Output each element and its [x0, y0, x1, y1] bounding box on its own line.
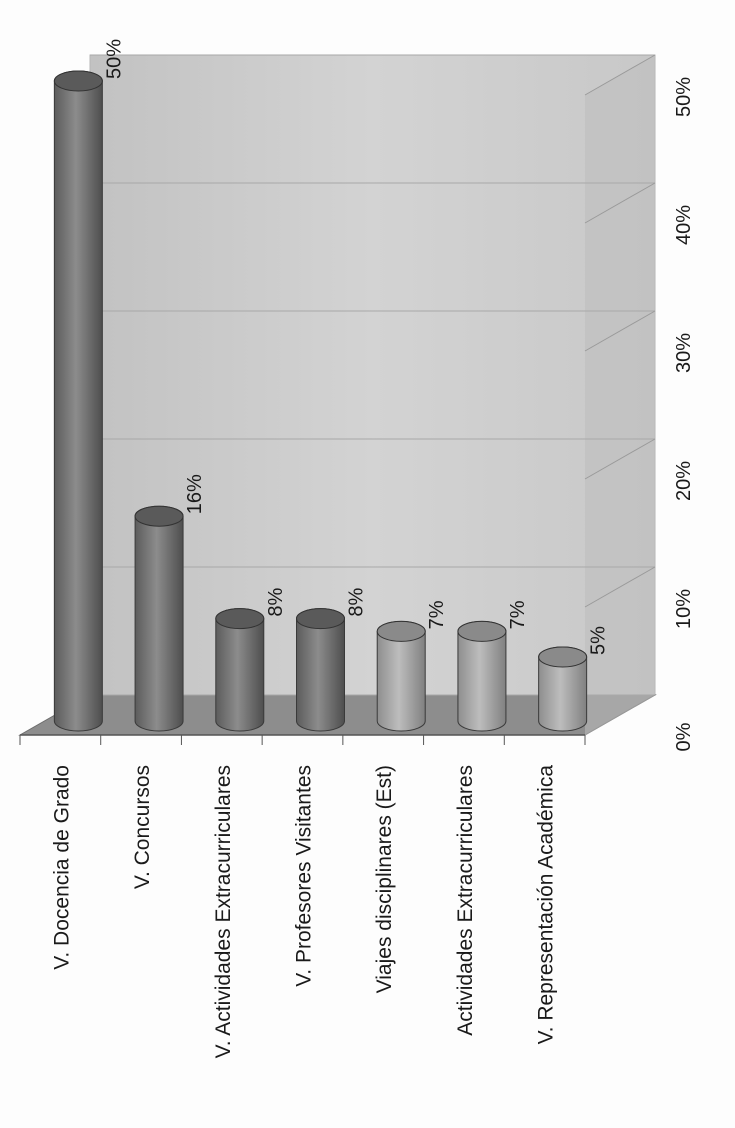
value-tick-label: 0%	[673, 722, 695, 751]
gridline-depth	[584, 438, 656, 480]
bar	[457, 620, 507, 732]
gridline-depth	[584, 566, 656, 608]
bar	[538, 646, 588, 732]
bar-cap	[457, 620, 507, 642]
side-wall	[585, 55, 655, 735]
bar-cap	[376, 620, 426, 642]
gridline-depth	[584, 182, 656, 224]
category-label: V. Concursos	[131, 765, 154, 889]
value-tick-label: 50%	[673, 77, 695, 117]
bar	[215, 608, 265, 732]
data-label: 8%	[346, 587, 368, 616]
bar-cap	[296, 608, 345, 630]
gridline-depth	[584, 54, 656, 96]
category-label: Viajes disciplinares (Est)	[373, 765, 396, 993]
data-label: 7%	[507, 600, 529, 629]
category-label: V. Docencia de Grado	[50, 765, 73, 970]
value-tick-label: 30%	[673, 333, 695, 373]
value-tick-label: 20%	[673, 461, 695, 501]
bar	[53, 70, 103, 732]
bar-cap	[215, 608, 265, 630]
category-label: V. Actividades Extracurriculares	[212, 765, 235, 1058]
category-label: V. Profesores Visitantes	[293, 765, 316, 987]
category-label: Actividades Extracurriculares	[454, 765, 477, 1036]
bar-cap	[134, 505, 184, 527]
value-tick-label: 40%	[673, 205, 695, 245]
bar-body	[53, 70, 103, 732]
bar-cap	[53, 70, 103, 92]
category-label: V. Representación Académica	[535, 765, 558, 1045]
gridline-depth	[584, 694, 656, 736]
bar	[376, 620, 426, 732]
gridline-depth	[584, 310, 656, 352]
bar-cap	[538, 646, 588, 668]
bar-body	[134, 505, 184, 732]
data-label: 50%	[103, 39, 125, 79]
data-label: 16%	[184, 474, 206, 514]
data-label: 5%	[588, 626, 610, 655]
bar	[134, 505, 184, 732]
bar	[296, 608, 345, 732]
value-tick-label: 10%	[673, 589, 695, 629]
data-label: 8%	[265, 587, 287, 616]
data-label: 7%	[426, 600, 448, 629]
